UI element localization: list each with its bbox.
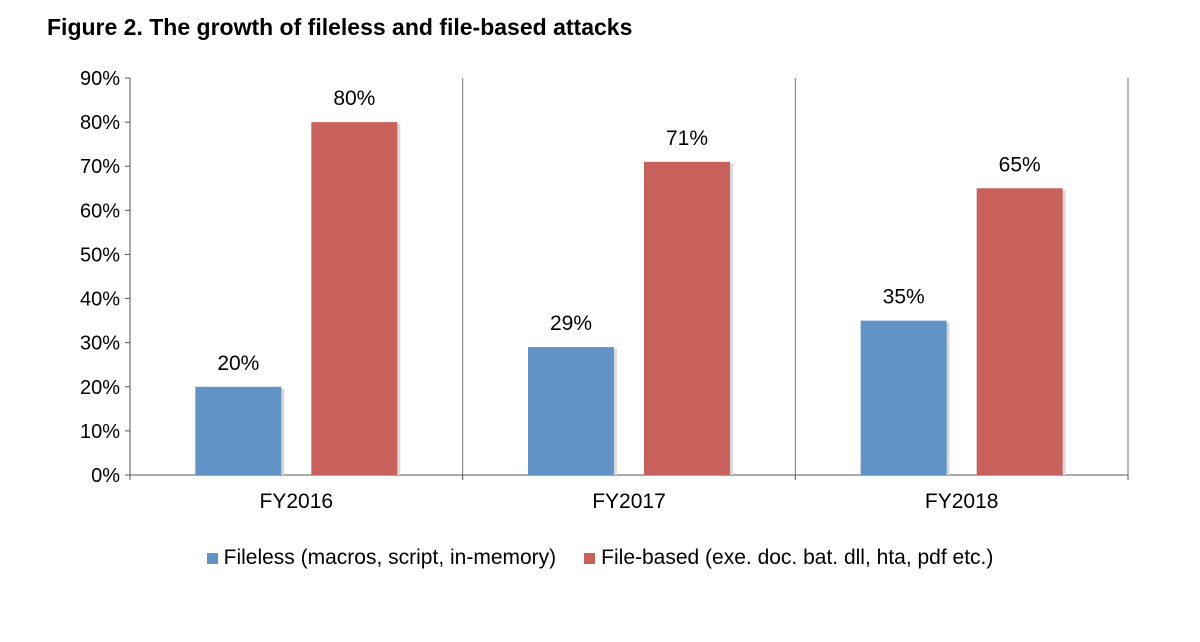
legend-label-file-based: File-based (exe. doc. bat. dll, hta, pdf…: [601, 546, 994, 569]
data-label: 71%: [666, 127, 708, 150]
data-label: 29%: [550, 312, 592, 335]
bar-file-based: [644, 161, 730, 476]
bar-fileless: [195, 386, 282, 475]
y-tick-label: 60%: [80, 200, 120, 222]
bar-fileless: [860, 320, 947, 475]
data-label: 20%: [217, 352, 259, 375]
legend-label-fileless: Fileless (macros, script, in-memory): [223, 546, 557, 569]
x-tick-label: FY2016: [260, 490, 334, 513]
y-tick-label: 10%: [80, 421, 120, 443]
bar-fileless: [528, 347, 614, 475]
y-tick-label: 40%: [80, 289, 120, 311]
y-tick-label: 20%: [80, 377, 120, 399]
bar-chart: 0% 10% 20% 30% 40% 50% 60% 70% 80% 90% FY2016 20% 80…: [80, 68, 1129, 513]
x-tick-label: FY2017: [592, 490, 666, 513]
y-tick-label: 80%: [80, 112, 120, 134]
data-label: 80%: [333, 87, 375, 110]
chart-title: Figure 2. The growth of fileless and fil…: [47, 14, 633, 40]
legend-item-file-based: File-based (exe. doc. bat. dll, hta, pdf…: [584, 546, 993, 570]
bar-file-based: [976, 188, 1063, 475]
data-label: 35%: [883, 286, 925, 309]
legend-item-fileless: Fileless (macros, script, in-memory): [206, 546, 557, 570]
legend-swatch-file-based: [584, 552, 596, 564]
y-tick-label: 90%: [80, 68, 120, 90]
y-tick-label: 0%: [91, 465, 120, 487]
y-tick-label: 70%: [80, 156, 120, 178]
data-label: 65%: [999, 153, 1041, 176]
y-tick-label: 30%: [80, 333, 120, 355]
bar-file-based: [311, 122, 398, 475]
legend-swatch-fileless: [206, 552, 218, 564]
chart-legend: Fileless (macros, script, in-memory) Fil…: [0, 546, 1200, 570]
y-tick-label: 50%: [80, 244, 120, 266]
x-tick-label: FY2018: [925, 490, 999, 513]
